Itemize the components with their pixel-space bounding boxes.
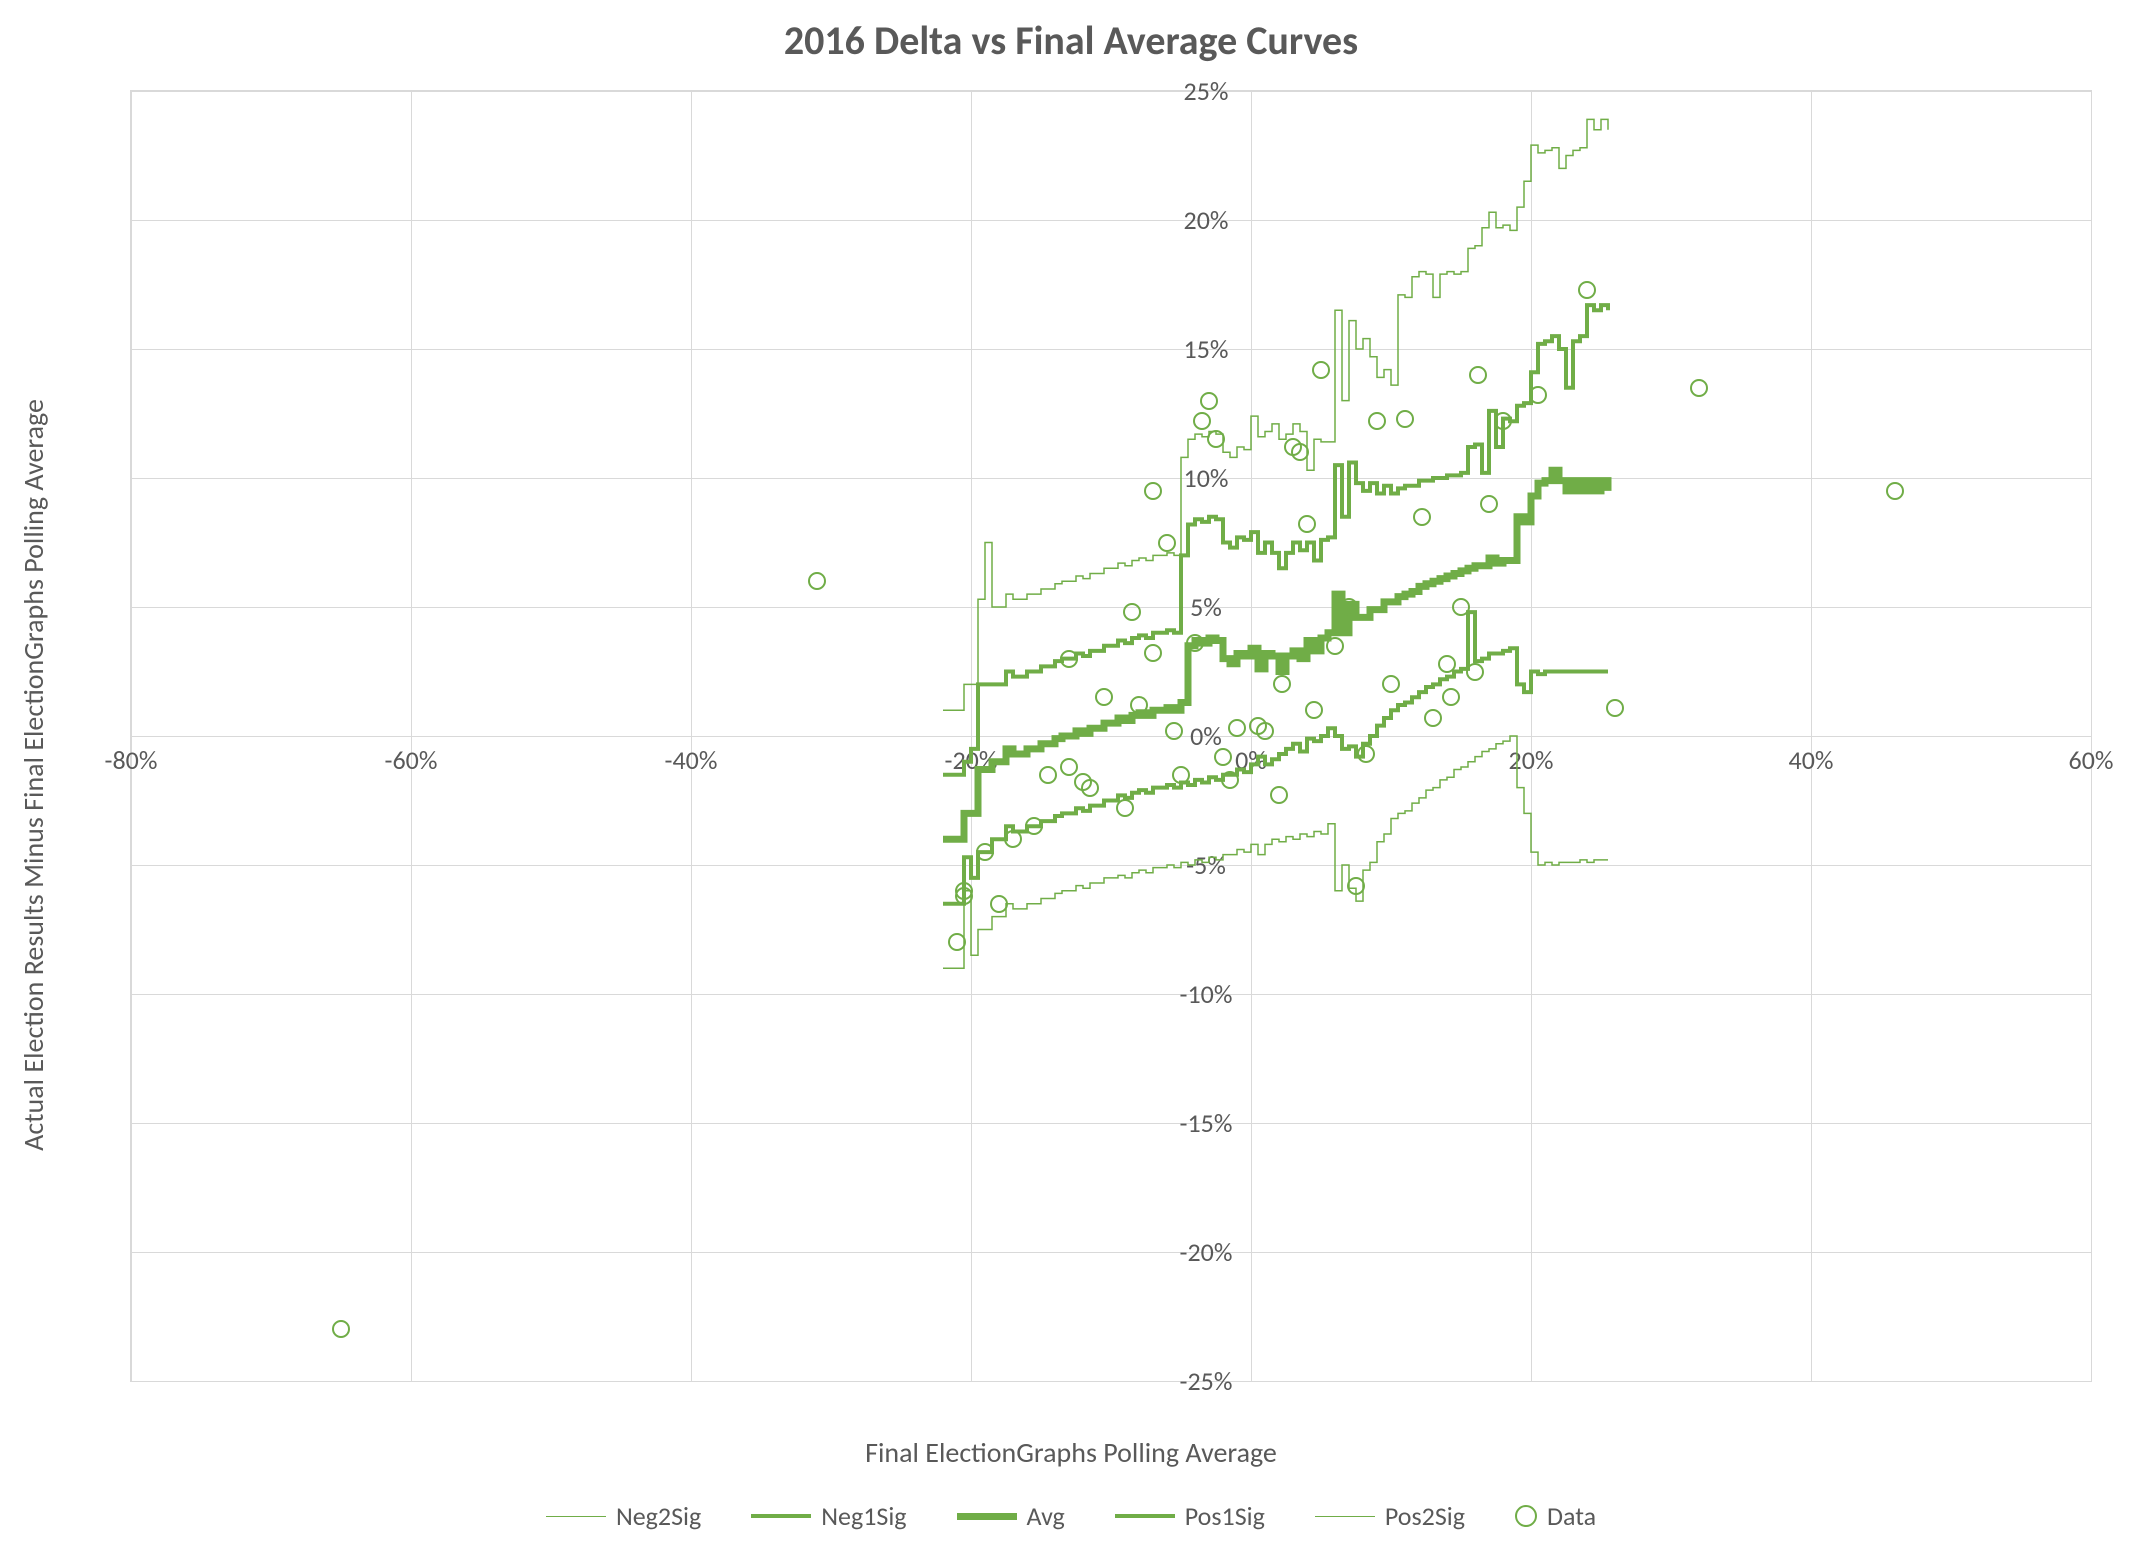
scatter-point: [1480, 495, 1498, 513]
scatter-point: [1123, 603, 1141, 621]
scatter-point: [1494, 412, 1512, 430]
scatter-point: [1270, 786, 1288, 804]
scatter-point: [1144, 482, 1162, 500]
legend-swatch-line: [751, 1514, 811, 1518]
scatter-point: [976, 843, 994, 861]
scatter-point: [1578, 281, 1596, 299]
scatter-point: [1442, 688, 1460, 706]
scatter-point: [1382, 675, 1400, 693]
scatter-point: [1095, 688, 1113, 706]
scatter-point: [1214, 748, 1232, 766]
scatter-point: [1396, 410, 1414, 428]
scatter-point: [1144, 644, 1162, 662]
scatter-point: [1228, 719, 1246, 737]
scatter-point: [948, 933, 966, 951]
scatter-point: [1886, 482, 1904, 500]
legend-label: Neg2Sig: [616, 1500, 701, 1532]
chart-container: 2016 Delta vs Final Average Curves Actua…: [0, 0, 2142, 1550]
scatter-point: [1438, 655, 1456, 673]
legend-label: Data: [1547, 1500, 1596, 1532]
scatter-point: [1025, 817, 1043, 835]
curve-pos1sig: [943, 305, 1608, 775]
scatter-point: [1606, 699, 1624, 717]
scatter-point: [1165, 722, 1183, 740]
scatter-point: [1357, 745, 1375, 763]
scatter-point: [1452, 598, 1470, 616]
scatter-point: [1291, 443, 1309, 461]
x-axis-label: Final ElectionGraphs Polling Average: [0, 1435, 2142, 1470]
scatter-point: [1312, 361, 1330, 379]
legend-label: Neg1Sig: [821, 1500, 906, 1532]
scatter-point: [1081, 779, 1099, 797]
legend-label: Avg: [1027, 1500, 1065, 1532]
scatter-point: [1305, 701, 1323, 719]
scatter-point: [1200, 392, 1218, 410]
scatter-point: [1469, 366, 1487, 384]
chart-title: 2016 Delta vs Final Average Curves: [0, 16, 2142, 65]
scatter-point: [1466, 663, 1484, 681]
scatter-point: [1193, 412, 1211, 430]
y-axis-label: Actual Election Results Minus Final Elec…: [16, 399, 51, 1151]
plot-area: -25%-20%-15%-10%-5%0%5%10%15%20%25%-80%-…: [130, 90, 2092, 1382]
scatter-point: [1256, 722, 1274, 740]
gridline-horizontal: [131, 1381, 2091, 1382]
scatter-point: [1340, 598, 1358, 616]
scatter-point: [1130, 696, 1148, 714]
legend: Neg2Sig Neg1Sig Avg Pos1Sig Pos2Sig Data: [0, 1500, 2142, 1532]
scatter-point: [1060, 758, 1078, 776]
scatter-point: [1207, 430, 1225, 448]
scatter-point: [1529, 386, 1547, 404]
scatter-point: [1060, 650, 1078, 668]
legend-swatch-line: [957, 1513, 1017, 1520]
scatter-point: [1690, 379, 1708, 397]
legend-swatch-line: [546, 1516, 606, 1517]
scatter-point: [990, 895, 1008, 913]
legend-label: Pos2Sig: [1385, 1500, 1465, 1532]
scatter-point: [1413, 508, 1431, 526]
legend-swatch-marker: [1515, 1505, 1537, 1527]
curves-layer: [131, 91, 2091, 1381]
scatter-point: [808, 572, 826, 590]
scatter-point: [1221, 771, 1239, 789]
scatter-point: [1273, 675, 1291, 693]
scatter-point: [332, 1320, 350, 1338]
scatter-point: [1326, 637, 1344, 655]
scatter-point: [955, 882, 973, 900]
scatter-point: [1347, 877, 1365, 895]
legend-label: Pos1Sig: [1185, 1500, 1265, 1532]
gridline-vertical: [2091, 91, 2092, 1381]
scatter-point: [1116, 799, 1134, 817]
scatter-point: [1004, 830, 1022, 848]
scatter-point: [1368, 412, 1386, 430]
scatter-point: [1172, 766, 1190, 784]
scatter-point: [1424, 709, 1442, 727]
legend-item: Neg1Sig: [751, 1500, 906, 1532]
legend-item: Pos2Sig: [1315, 1500, 1465, 1532]
scatter-point: [1039, 766, 1057, 784]
scatter-point: [1186, 634, 1204, 652]
legend-item: Avg: [957, 1500, 1065, 1532]
legend-swatch-line: [1315, 1516, 1375, 1517]
legend-item: Neg2Sig: [546, 1500, 701, 1532]
scatter-point: [1158, 534, 1176, 552]
scatter-point: [1298, 515, 1316, 533]
curve-avg: [943, 470, 1608, 839]
legend-swatch-line: [1115, 1514, 1175, 1518]
legend-item: Pos1Sig: [1115, 1500, 1265, 1532]
legend-item: Data: [1515, 1500, 1596, 1532]
